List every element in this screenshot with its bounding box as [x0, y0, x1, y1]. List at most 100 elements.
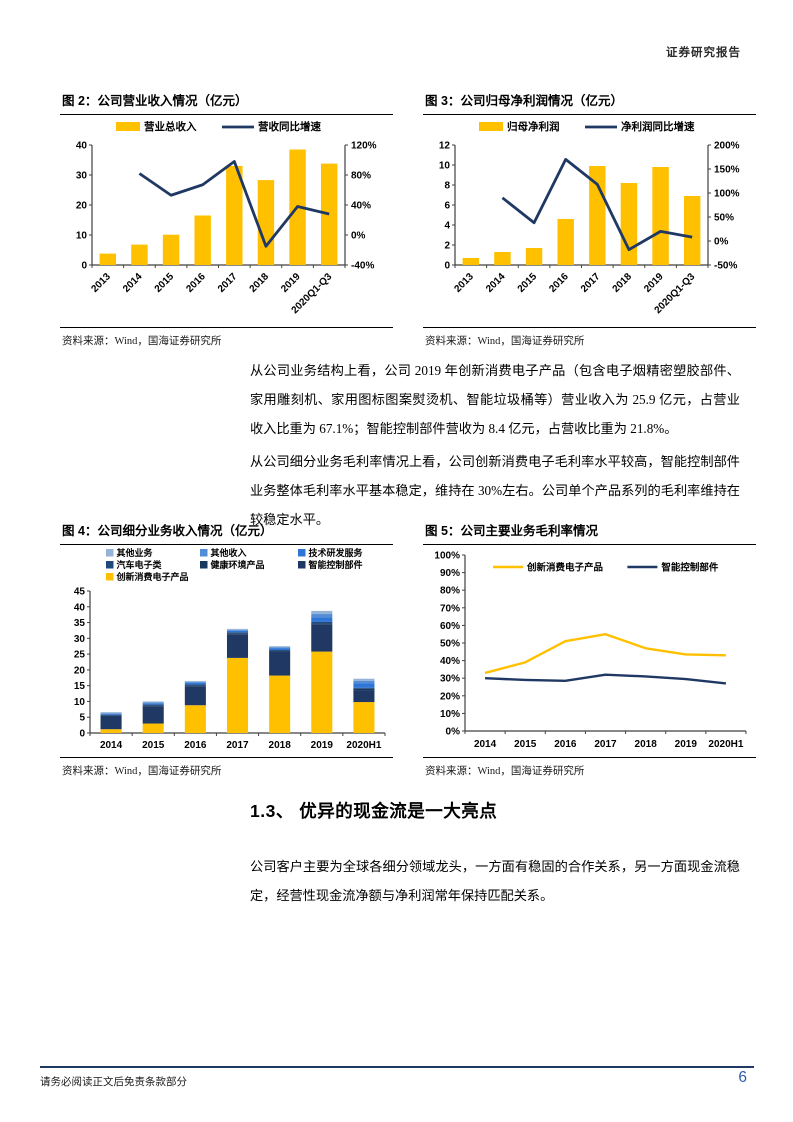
svg-text:100%: 100% [434, 551, 460, 562]
svg-text:0: 0 [79, 729, 85, 740]
svg-text:2015: 2015 [514, 739, 537, 750]
svg-text:200%: 200% [714, 141, 740, 152]
svg-text:40%: 40% [351, 201, 371, 212]
svg-text:0: 0 [81, 261, 87, 272]
svg-text:10: 10 [76, 231, 88, 242]
svg-text:0%: 0% [351, 231, 366, 242]
svg-text:2019: 2019 [279, 271, 303, 295]
svg-text:40: 40 [76, 141, 88, 152]
figure-3-label: 图 3： [425, 94, 461, 108]
svg-text:5: 5 [79, 713, 85, 724]
svg-text:100%: 100% [714, 189, 740, 200]
paragraph-cash-flow: 公司客户主要为全球各细分领域龙头，一方面有稳固的合作关系，另一方面现金流稳定，经… [250, 859, 740, 903]
figure-3-title: 图 3：公司归母净利润情况（亿元） [423, 88, 756, 115]
figure-5-source: 资料来源：Wind，国海证券研究所 [423, 757, 756, 778]
svg-text:技术研发服务: 技术研发服务 [309, 547, 364, 558]
svg-text:2017: 2017 [594, 739, 617, 750]
svg-text:2019: 2019 [311, 740, 334, 751]
svg-text:15: 15 [74, 681, 86, 692]
gross-margin-line-chart: 0% 10% 20% 30% 40% 50% 60% 70% 80% 90% 100% 创新消费电子产… [423, 545, 756, 757]
svg-text:0%: 0% [714, 237, 729, 248]
svg-text:2014: 2014 [100, 740, 123, 751]
svg-text:6: 6 [444, 201, 450, 212]
svg-text:2014: 2014 [474, 739, 497, 750]
svg-text:2018: 2018 [635, 739, 658, 750]
svg-text:90%: 90% [440, 568, 460, 579]
svg-text:80%: 80% [440, 586, 460, 597]
svg-text:50%: 50% [714, 213, 734, 224]
svg-text:智能控制部件: 智能控制部件 [661, 562, 719, 574]
net-profit-bar-line-chart: 归母净利润 净利润同比增速 0 2 4 6 8 10 12 -50% 0% 50% 100% 150% 20… [423, 115, 756, 327]
svg-text:-40%: -40% [351, 261, 374, 272]
figure-3-net-profit: 图 3：公司归母净利润情况（亿元） 归母净利润 净利润同比增速 0 2 4 6 8 10 12 -… [423, 88, 756, 348]
svg-text:60%: 60% [440, 621, 460, 632]
figure-2-source: 资料来源：Wind，国海证券研究所 [60, 327, 393, 348]
paragraph-gross-margin: 从公司细分业务毛利率情况上看，公司创新消费电子毛利率水平较高，智能控制部件业务整… [250, 454, 740, 527]
figure-4-label: 图 4： [62, 524, 98, 538]
page-number: 6 [738, 1069, 747, 1086]
svg-text:2019: 2019 [642, 271, 666, 295]
svg-text:10: 10 [74, 697, 86, 708]
svg-text:-50%: -50% [714, 261, 737, 272]
svg-text:2013: 2013 [452, 271, 476, 295]
svg-text:2019: 2019 [675, 739, 698, 750]
svg-text:归母净利润: 归母净利润 [507, 120, 560, 133]
svg-text:2016: 2016 [184, 271, 208, 295]
svg-text:8: 8 [444, 181, 450, 192]
svg-text:2017: 2017 [579, 271, 603, 295]
figure-4-source: 资料来源：Wind，国海证券研究所 [60, 757, 393, 778]
svg-text:2016: 2016 [547, 271, 571, 295]
svg-text:2014: 2014 [121, 271, 145, 295]
figure-3-title-text: 公司归母净利润情况（亿元） [460, 94, 623, 108]
figure-5-title-text: 公司主要业务毛利率情况 [460, 524, 598, 538]
svg-text:2018: 2018 [248, 271, 272, 295]
svg-text:40: 40 [74, 602, 86, 613]
svg-text:30: 30 [74, 634, 86, 645]
svg-text:2015: 2015 [142, 740, 165, 751]
figure-2-label: 图 2： [62, 94, 98, 108]
figure-4-title: 图 4：公司细分业务收入情况（亿元） [60, 518, 393, 545]
svg-text:其他业务: 其他业务 [117, 547, 154, 558]
footer-disclaimer: 请务必阅读正文后免责条款部分 [40, 1077, 187, 1088]
svg-text:净利润同比增速: 净利润同比增速 [621, 120, 695, 133]
svg-text:150%: 150% [714, 165, 740, 176]
svg-text:30: 30 [76, 171, 88, 182]
svg-text:12: 12 [439, 141, 451, 152]
svg-text:2014: 2014 [484, 271, 508, 295]
svg-text:营业总收入: 营业总收入 [144, 120, 197, 133]
figure-3-source: 资料来源：Wind，国海证券研究所 [423, 327, 756, 348]
svg-text:0: 0 [444, 261, 450, 272]
svg-text:40%: 40% [440, 656, 460, 667]
figure-2-title-text: 公司营业收入情况（亿元） [97, 94, 248, 108]
report-header: 证券研究报告 [666, 47, 741, 59]
svg-text:2018: 2018 [611, 271, 635, 295]
svg-text:2020H1: 2020H1 [708, 739, 743, 750]
svg-text:45: 45 [74, 587, 86, 598]
svg-text:20: 20 [74, 665, 86, 676]
segment-revenue-stacked-bar-chart: 其他业务 其他收入 技术研发服务 汽车电子类 健康环境产品 智能控制部件 创新消费电子产品 0… [60, 545, 393, 757]
svg-text:20: 20 [76, 201, 88, 212]
svg-text:2017: 2017 [216, 271, 240, 295]
svg-text:10%: 10% [440, 709, 460, 720]
svg-text:健康环境产品: 健康环境产品 [211, 559, 265, 570]
svg-text:2: 2 [444, 241, 450, 252]
figure-4-segment-revenue: 图 4：公司细分业务收入情况（亿元） 其他业务 其他收入 技术研发服务汽车电子类 健康… [60, 518, 393, 778]
svg-text:35: 35 [74, 618, 86, 629]
svg-text:70%: 70% [440, 603, 460, 614]
svg-text:其他收入: 其他收入 [211, 547, 247, 558]
footer-divider [40, 1066, 754, 1068]
svg-text:2018: 2018 [269, 740, 292, 751]
svg-text:4: 4 [444, 221, 450, 232]
svg-text:120%: 120% [351, 141, 377, 152]
svg-text:创新消费电子产品: 创新消费电子产品 [526, 562, 603, 574]
revenue-bar-line-chart: 营业总收入 营收同比增速 0 10 20 30 40 -40% 0% 40% 80% 120% 2013… [60, 115, 393, 327]
svg-text:汽车电子类: 汽车电子类 [117, 559, 163, 570]
svg-text:2016: 2016 [554, 739, 577, 750]
svg-text:创新消费电子产品: 创新消费电子产品 [116, 571, 189, 582]
svg-text:2017: 2017 [226, 740, 249, 751]
figure-5-gross-margin: 图 5：公司主要业务毛利率情况 0% 10% 20% 30% 40% 50% 60% 70% 8… [423, 518, 756, 778]
svg-text:10: 10 [439, 161, 451, 172]
figure-5-label: 图 5： [425, 524, 461, 538]
figure-2-title: 图 2：公司营业收入情况（亿元） [60, 88, 393, 115]
